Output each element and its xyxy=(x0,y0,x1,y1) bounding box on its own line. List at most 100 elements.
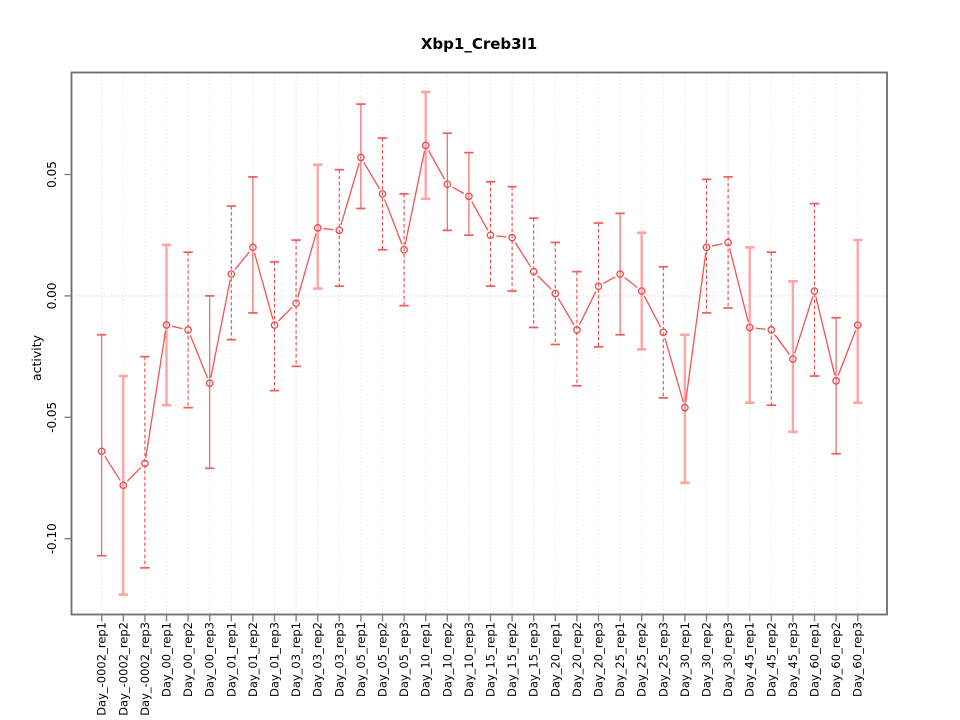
x-tick-label: Day_03_rep2 xyxy=(311,622,325,697)
x-tick-label: Day_25_rep1 xyxy=(613,622,627,697)
data-point xyxy=(832,377,840,385)
x-tick-label: Day_00_rep3 xyxy=(203,622,217,697)
data-point xyxy=(421,141,430,150)
x-tick-label: Day_10_rep2 xyxy=(440,622,454,697)
x-tick-label: Day_25_rep3 xyxy=(656,622,670,697)
series-segment xyxy=(685,252,707,402)
data-point xyxy=(465,192,473,201)
series-segment xyxy=(557,298,575,326)
series-segment xyxy=(145,330,167,458)
series-segment xyxy=(427,150,446,180)
data-point xyxy=(249,243,257,252)
x-tick-label: Day_01_rep1 xyxy=(224,622,238,697)
series-segment xyxy=(664,337,684,403)
x-tick-label: Day_-0002_rep1 xyxy=(95,622,109,716)
series-segment xyxy=(189,335,209,379)
series-segment xyxy=(452,186,465,195)
x-tick-label: Day_00_rep2 xyxy=(181,622,195,697)
series-segment xyxy=(404,150,426,245)
y-tick-label: -0.10 xyxy=(45,523,59,554)
x-tick-label: Day_-0002_rep3 xyxy=(138,622,152,716)
series-segment xyxy=(363,162,381,190)
x-tick-label: Day_-0002_rep2 xyxy=(116,622,130,716)
x-tick-label: Day_10_rep3 xyxy=(462,622,476,697)
x-tick-label: Day_20_rep1 xyxy=(548,622,562,697)
y-axis-label: activity xyxy=(29,334,44,381)
series-segment xyxy=(496,235,507,238)
series-segment xyxy=(774,334,790,355)
series-segment xyxy=(471,201,489,231)
y-tick-label: 0.05 xyxy=(45,161,59,188)
series-segment xyxy=(728,247,749,323)
chart-title: Xbp1_Creb3l1 xyxy=(421,35,537,53)
x-tick-label: Day_15_rep3 xyxy=(527,622,541,697)
errorbar-layer xyxy=(97,90,863,596)
data-point xyxy=(335,226,344,235)
x-tick-label: Day_05_rep2 xyxy=(376,622,390,697)
x-tick-label: Day_30_rep2 xyxy=(700,622,714,697)
data-point xyxy=(400,245,408,254)
series-segment xyxy=(210,279,231,378)
x-tick-label: Day_03_rep3 xyxy=(332,622,346,697)
data-point xyxy=(357,153,365,162)
series-segment xyxy=(712,243,723,247)
x-tick-label: Day_15_rep2 xyxy=(505,622,519,697)
series-segment xyxy=(126,467,142,482)
series-segment xyxy=(323,227,334,231)
x-tick-label: Day_15_rep1 xyxy=(484,622,498,697)
series-segment xyxy=(794,296,814,354)
data-point xyxy=(184,326,192,334)
data-point xyxy=(486,231,495,240)
data-point xyxy=(443,180,452,189)
data-point xyxy=(810,287,819,295)
data-point xyxy=(508,233,516,242)
series-segment xyxy=(603,276,616,284)
plot-border xyxy=(70,71,888,616)
data-point xyxy=(270,321,279,329)
data-point xyxy=(162,321,171,329)
series-segment xyxy=(172,325,183,330)
x-tick-label: Day_01_rep3 xyxy=(268,622,282,697)
y-tick-label: -0.05 xyxy=(45,402,59,433)
y-tick-label: 0.00 xyxy=(45,283,59,310)
series-segment xyxy=(340,162,360,225)
data-point xyxy=(594,282,603,291)
x-tick-label: Day_30_rep1 xyxy=(678,622,692,697)
x-tick-label: Day_60_rep3 xyxy=(851,622,865,697)
series-segment xyxy=(278,306,293,322)
x-tick-label: Day_20_rep2 xyxy=(570,622,584,697)
x-tick-label: Day_01_rep2 xyxy=(246,622,260,697)
x-tick-label: Day_45_rep2 xyxy=(764,622,778,697)
data-point xyxy=(724,238,732,247)
series-segment xyxy=(104,455,121,481)
x-tick-label: Day_05_rep3 xyxy=(397,622,411,697)
data-point xyxy=(637,287,646,295)
data-point xyxy=(529,267,538,276)
data-point xyxy=(659,328,668,337)
x-tick-label: Day_20_rep3 xyxy=(592,622,606,697)
series-segment xyxy=(578,291,597,325)
data-point xyxy=(853,321,862,329)
series-segment xyxy=(234,251,250,270)
series-segment xyxy=(514,242,532,268)
data-point xyxy=(313,224,322,232)
x-tick-label: Day_10_rep1 xyxy=(419,622,433,697)
ticklabel-layer: Day_-0002_rep1 Day_-0002_rep2 Day_-0002_re… xyxy=(45,161,865,716)
series-segment xyxy=(253,252,274,320)
series-segment xyxy=(755,327,766,330)
x-tick-label: Day_30_rep3 xyxy=(721,622,735,697)
data-point xyxy=(616,270,624,278)
x-tick-label: Day_05_rep1 xyxy=(354,622,368,697)
series-segment xyxy=(537,275,552,290)
data-point xyxy=(681,403,689,412)
data-point xyxy=(292,299,300,308)
data-point xyxy=(227,270,236,278)
x-tick-label: Day_03_rep1 xyxy=(289,622,303,697)
series-segment xyxy=(383,199,403,245)
x-tick-label: Day_60_rep2 xyxy=(829,622,843,697)
data-point xyxy=(205,379,214,388)
series-segment xyxy=(643,295,662,328)
data-point xyxy=(378,190,387,198)
x-tick-label: Day_45_rep1 xyxy=(743,622,757,697)
